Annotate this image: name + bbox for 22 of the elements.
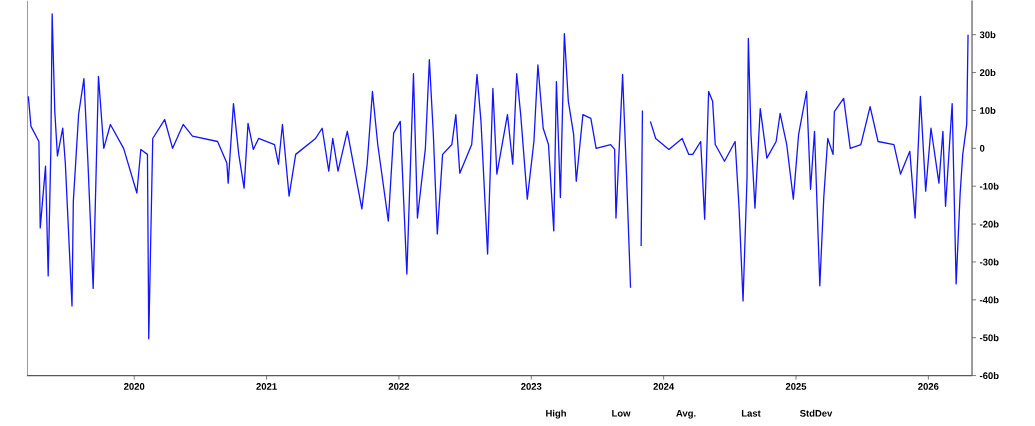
y-tick-label: -40b — [979, 296, 999, 304]
text: StdDev — [799, 409, 833, 417]
y-tick-label: -20b — [979, 220, 999, 228]
y-tick-label: -30b — [979, 258, 999, 266]
x-tick-label: 2024 — [653, 383, 675, 391]
y-tick-label: -10b — [979, 182, 999, 190]
y-tick-label: 30b — [979, 31, 996, 39]
y-tick-label: 0 — [979, 145, 985, 152]
x-tick-label: 2025 — [785, 383, 807, 391]
text: Avg. — [676, 410, 696, 419]
x-tick-label: 2023 — [521, 383, 542, 391]
y-tick-label: -60b — [979, 372, 999, 380]
text: Last — [741, 410, 761, 417]
text: High — [546, 409, 566, 419]
x-tick-label: 2026 — [918, 383, 939, 391]
y-tick-label: -50b — [979, 334, 999, 342]
x-tick-label: 2021 — [256, 383, 277, 391]
x-tick-label: 2020 — [124, 383, 145, 391]
y-tick-label: 10b — [980, 107, 996, 115]
text: Low — [612, 410, 631, 417]
x-tick-label: 2022 — [388, 383, 410, 391]
y-tick-label: 20b — [979, 69, 996, 77]
